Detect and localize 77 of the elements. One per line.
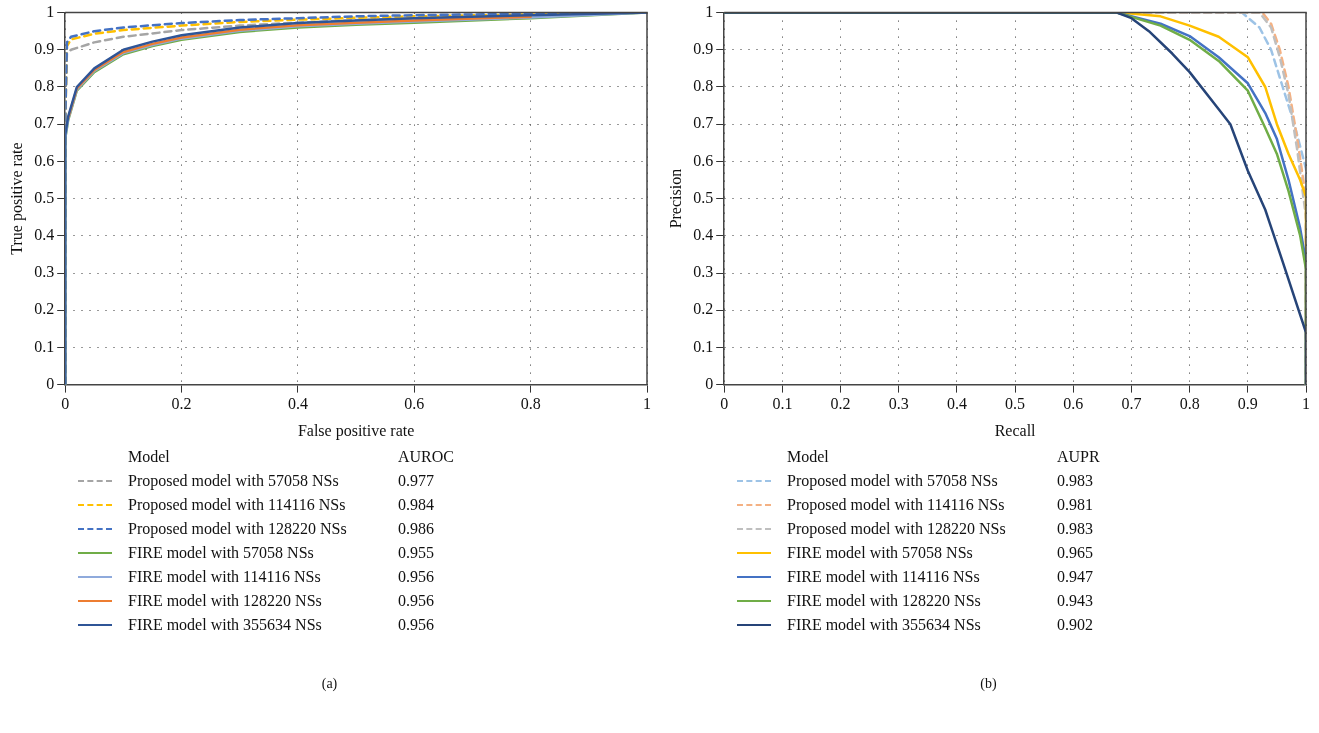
y-axis-title: True positive rate	[7, 142, 26, 255]
legend-label: FIRE model with 57058 NSs	[128, 544, 315, 562]
y-tick-label: 1	[705, 2, 714, 20]
x-tick-label: 0.1	[772, 395, 793, 413]
x-tick-label: 0.6	[1063, 395, 1084, 413]
y-tick-label: 0.5	[693, 188, 714, 206]
y-tick-label: 0.9	[34, 40, 55, 57]
text: (a)	[320, 676, 339, 692]
legend-title: Model	[787, 448, 830, 466]
y-tick-label: 0.6	[34, 151, 55, 169]
text: 0.943	[1057, 592, 1094, 610]
legend-label: Proposed model with 57058 NSs	[787, 472, 999, 490]
x-axis-title: Recall	[994, 421, 1037, 439]
y-tick-label: 0.4	[693, 226, 714, 243]
x-tick-label: 0.2	[171, 395, 192, 413]
y-tick-label: 0	[46, 374, 55, 392]
y-tick-label: 0.7	[693, 114, 714, 132]
y-axis-title: Precision	[666, 168, 684, 229]
y-tick-label: 0.9	[693, 40, 714, 57]
x-axis-title: False positive rate	[297, 421, 415, 440]
text: 0.977	[398, 472, 435, 490]
text: 0.984	[398, 496, 435, 514]
x-tick-label: 0.5	[1005, 395, 1026, 413]
legend-label: FIRE model with 128220 NSs	[128, 592, 323, 610]
legend-label: Proposed model with 57058 NSs	[128, 472, 340, 490]
x-tick-label: 0.6	[404, 395, 425, 413]
legend-label: FIRE model with 114116 NSs	[128, 568, 322, 586]
x-tick-label: 0.2	[830, 395, 851, 413]
text: 0.956	[398, 592, 435, 610]
text: 0.986	[398, 520, 435, 538]
y-tick-label: 0.3	[34, 263, 55, 281]
text: 0.902	[1057, 616, 1094, 634]
x-tick-label: 0	[61, 395, 70, 413]
x-tick-label: 0.7	[1121, 395, 1142, 413]
x-tick-label: 0.9	[1237, 395, 1258, 413]
legend-label: FIRE model with 355634 NSs	[787, 616, 982, 634]
x-tick-label: 0.8	[520, 395, 541, 413]
text: AUROC	[398, 448, 455, 466]
y-tick-label: 0	[705, 374, 714, 392]
y-tick-label: 0.4	[34, 226, 55, 243]
text: 0.956	[398, 616, 435, 634]
x-tick-label: 1	[643, 395, 651, 413]
legend-label: FIRE model with 114116 NSs	[787, 568, 981, 586]
text: AUPR	[1057, 448, 1101, 466]
x-tick-label: 0.3	[888, 395, 909, 413]
legend-label: FIRE model with 355634 NSs	[128, 616, 323, 634]
text: 0.947	[1057, 568, 1094, 586]
y-tick-label: 0.8	[34, 77, 55, 95]
y-tick-label: 0.8	[693, 77, 714, 95]
legend-title: Model	[128, 448, 171, 466]
text: (b)	[979, 676, 998, 692]
x-tick-label: 0.4	[946, 395, 967, 413]
legend-label: FIRE model with 57058 NSs	[787, 544, 974, 562]
y-tick-label: 0.2	[693, 300, 714, 318]
y-tick-label: 0.3	[693, 263, 714, 281]
y-tick-label: 0.2	[34, 300, 55, 318]
legend-label: FIRE model with 128220 NSs	[787, 592, 982, 610]
text: 0.965	[1057, 544, 1094, 562]
text: 0.981	[1057, 496, 1094, 514]
x-tick-label: 0	[720, 395, 729, 413]
legend-label: Proposed model with 128220 NSs	[128, 520, 348, 538]
y-tick-label: 0.5	[34, 188, 55, 206]
text: 0.956	[398, 568, 435, 586]
y-tick-label: 0.1	[693, 337, 714, 355]
text: 0.983	[1057, 472, 1094, 490]
x-tick-label: 1	[1302, 395, 1310, 413]
text: 0.955	[398, 544, 435, 562]
legend-label: Proposed model with 128220 NSs	[787, 520, 1007, 538]
x-tick-label: 0.8	[1179, 395, 1200, 413]
legend-label: Proposed model with 114116 NSs	[787, 496, 1006, 514]
y-tick-label: 0.7	[34, 114, 55, 132]
y-tick-label: 0.1	[34, 337, 55, 355]
x-tick-label: 0.4	[287, 395, 308, 413]
text: 0.983	[1057, 520, 1094, 538]
legend-label: Proposed model with 114116 NSs	[128, 496, 347, 514]
y-tick-label: 1	[46, 2, 55, 20]
y-tick-label: 0.6	[693, 151, 714, 169]
